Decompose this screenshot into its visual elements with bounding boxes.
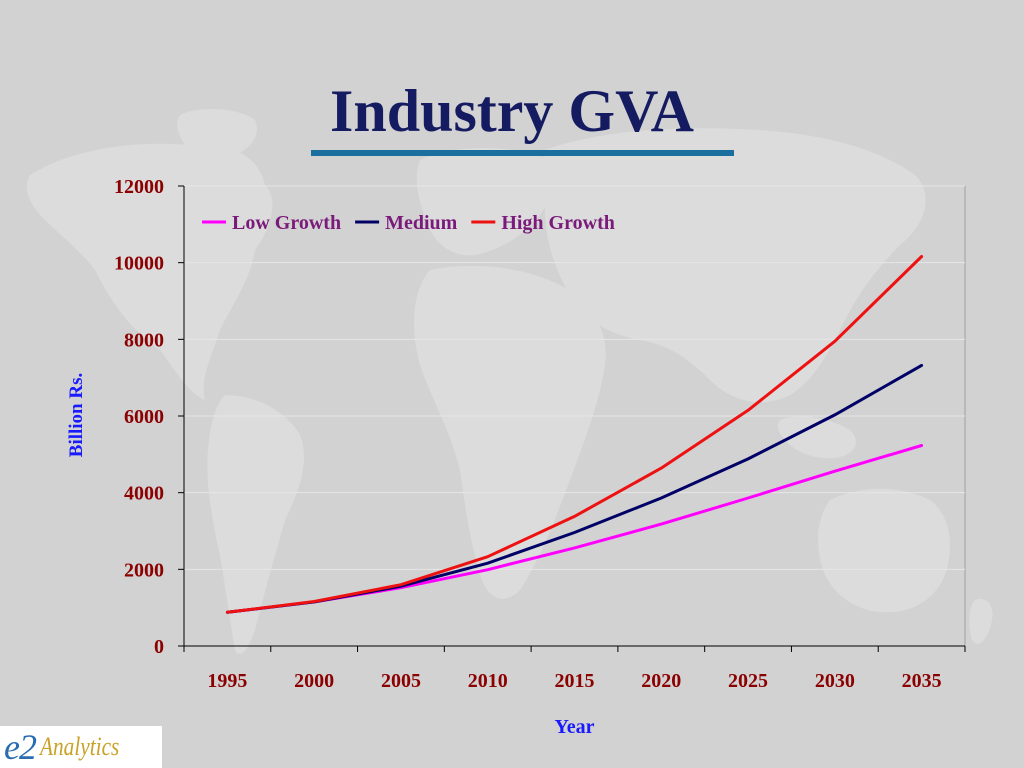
europe-shape <box>416 148 554 256</box>
x-tick-label: 2035 <box>902 670 942 692</box>
x-tick-label: 2005 <box>381 670 421 692</box>
y-tick-label: 6000 <box>124 406 164 428</box>
australia-shape <box>818 488 950 613</box>
title-underline <box>311 150 734 156</box>
slide-title: Industry GVA <box>329 78 694 144</box>
logo-mark: e2 <box>4 727 37 767</box>
y-axis-title: Billion Rs. <box>66 373 87 457</box>
e2-analytics-logo: e2 Analytics <box>0 726 162 768</box>
x-tick-label: 2000 <box>294 670 334 692</box>
y-tick-label: 12000 <box>114 176 164 198</box>
north-america-shape <box>26 143 273 400</box>
x-tick-label: 2020 <box>641 670 681 692</box>
legend-label-low-growth: Low Growth <box>232 212 341 234</box>
asia-shape <box>542 128 926 403</box>
x-tick-label: 2010 <box>468 670 508 692</box>
x-tick-label: 2015 <box>555 670 595 692</box>
y-tick-label: 2000 <box>124 559 164 581</box>
y-tick-label: 4000 <box>124 483 164 505</box>
series-line-high-growth <box>225 255 924 614</box>
logo-wordmark: Analytics <box>39 732 120 761</box>
x-tick-label: 2025 <box>728 670 768 692</box>
y-tick-label: 0 <box>154 636 164 658</box>
series-line-low-growth <box>225 444 924 614</box>
legend-label-medium: Medium <box>385 212 458 234</box>
new-zealand-shape <box>969 598 993 644</box>
greenland-shape <box>177 108 258 160</box>
x-axis-title: Year <box>555 716 595 738</box>
x-tick-label: 2030 <box>815 670 855 692</box>
legend-label-high-growth: High Growth <box>501 212 615 234</box>
y-tick-label: 10000 <box>114 253 164 275</box>
y-tick-label: 8000 <box>124 329 164 351</box>
southeast-asia-shape <box>777 416 856 459</box>
series-line-medium <box>225 363 924 614</box>
africa-shape <box>414 265 606 599</box>
south-america-shape <box>207 395 305 654</box>
x-tick-label: 1995 <box>207 670 247 692</box>
